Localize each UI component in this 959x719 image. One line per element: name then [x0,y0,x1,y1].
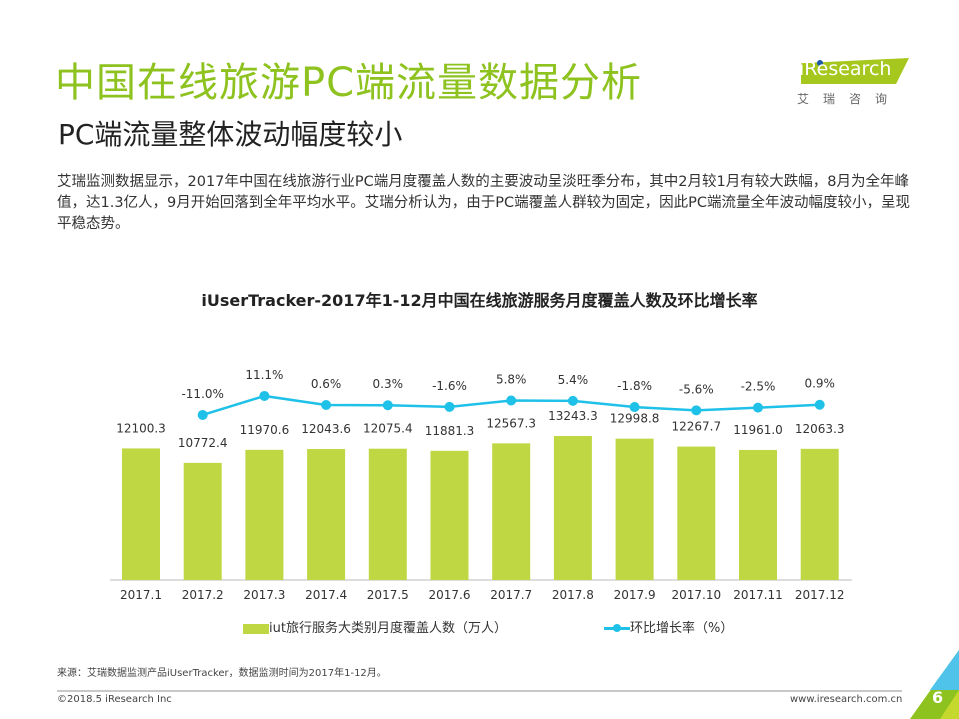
growth-point [444,401,455,412]
footer-divider [57,690,902,692]
page-subtitle: PC端流量整体波动幅度较小 [58,118,403,151]
growth-point [691,405,702,416]
bar-value-label: 12998.8 [610,412,660,426]
source-note: 来源：艾瑞数据监测产品iUserTracker，数据监测时间为2017年1-12… [57,668,387,679]
x-tick-label: 2017.6 [429,588,471,602]
bar [492,443,531,580]
growth-label: -1.6% [432,379,467,393]
iresearch-logo: iResearch 艾瑞咨询 [793,50,911,112]
bar [739,449,777,580]
growth-label: -5.6% [679,382,714,396]
legend-bar: iut旅行服务大类别月度覆盖人数（万人） [243,617,507,636]
growth-label: 0.3% [373,377,404,391]
legend-line-swatch [604,624,630,632]
bar-value-label: 12267.7 [671,420,721,434]
growth-label: 5.8% [496,373,527,387]
bar-value-label: 11881.3 [425,424,475,438]
bar [307,449,346,580]
legend-line-label: 环比增长率（%） [630,621,734,636]
bar-value-label: 12063.3 [795,422,845,436]
corner-decoration [910,650,959,719]
bar [615,438,654,580]
x-tick-label: 2017.1 [120,588,162,602]
bar [677,446,716,580]
bar [368,448,407,580]
x-tick-label: 2017.7 [490,588,532,602]
x-tick-label: 2017.11 [733,588,783,602]
growth-point [814,399,825,410]
growth-point [259,390,270,401]
logo-cn: 艾瑞咨询 [797,92,902,106]
x-tick-label: 2017.9 [614,588,656,602]
bar-value-label: 13243.3 [548,409,598,423]
bar-value-label: 10772.4 [178,436,228,450]
growth-point [567,395,578,406]
growth-label: -11.0% [181,387,223,401]
page-number: 6 [932,688,944,707]
bar [553,436,592,580]
bar [183,462,222,580]
growth-point [321,399,332,410]
bar-value-label: 11970.6 [240,423,290,437]
chart-title: iUserTracker-2017年1-12月中国在线旅游服务月度覆盖人数及环比… [201,291,758,310]
growth-point [197,409,208,420]
website-link[interactable]: www.iresearch.com.cn [790,694,903,705]
x-tick-label: 2017.3 [243,588,285,602]
growth-point [382,400,393,411]
bar-value-label: 12075.4 [363,422,413,436]
description: 艾瑞监测数据显示，2017年中国在线旅游行业PC端月度覆盖人数的主要波动呈淡旺季… [57,174,911,232]
bar [245,449,284,580]
x-tick-label: 2017.10 [671,588,721,602]
logo-text: iResearch [799,58,892,80]
growth-label: 0.6% [311,377,342,391]
x-tick-label: 2017.5 [367,588,409,602]
growth-point [629,402,640,413]
growth-label: -2.5% [741,380,776,394]
bar [122,448,160,580]
x-tick-label: 2017.4 [305,588,347,602]
bar-value-label: 12100.3 [116,421,166,435]
bar-value-label: 12567.3 [486,416,536,430]
legend-bar-label: iut旅行服务大类别月度覆盖人数（万人） [269,621,507,636]
growth-label: 0.9% [804,377,835,391]
x-tick-label: 2017.8 [552,588,594,602]
legend-bar-swatch [243,623,269,634]
growth-point [506,395,517,406]
bar-value-label: 12043.6 [301,422,351,436]
x-tick-label: 2017.12 [795,588,845,602]
growth-label: 5.4% [558,373,589,387]
bar [800,448,839,580]
growth-label: -1.8% [617,379,652,393]
legend-line: 环比增长率（%） [604,617,733,636]
bar [430,450,469,580]
copyright: ©2018.5 iResearch Inc [57,694,172,705]
page-title: 中国在线旅游PC端流量数据分析 [55,60,643,106]
growth-label: 11.1% [245,368,283,382]
growth-point [753,402,763,413]
x-tick-label: 2017.2 [182,588,224,602]
bar-value-label: 11961.0 [733,423,783,437]
